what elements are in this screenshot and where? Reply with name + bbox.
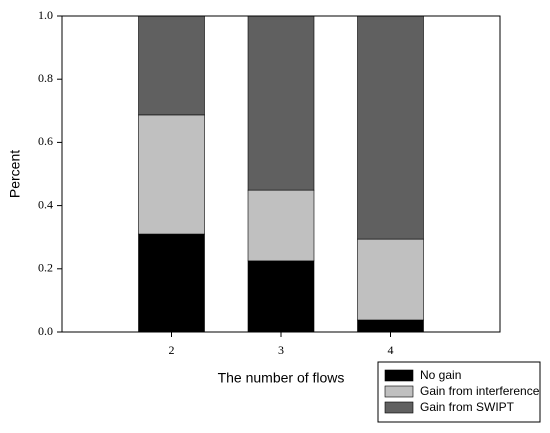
bar-segment <box>357 238 424 321</box>
y-tick-label: 0.4 <box>38 197 53 211</box>
legend-label: Gain from SWIPT <box>420 400 515 414</box>
legend-label: No gain <box>420 368 461 382</box>
bar-segment <box>138 114 205 235</box>
bar-segment <box>247 189 315 262</box>
x-tick-label: 3 <box>278 343 284 357</box>
legend-swatch <box>384 369 414 382</box>
y-tick-label: 0.2 <box>38 261 53 275</box>
bar-segment <box>138 15 205 116</box>
bar-segment <box>138 233 205 333</box>
bar-segment <box>357 319 424 333</box>
y-tick-label: 1.0 <box>38 8 53 22</box>
legend-swatch <box>384 401 414 414</box>
y-tick-label: 0.0 <box>38 324 53 338</box>
y-tick-label: 0.6 <box>38 134 53 148</box>
bar-segment <box>357 15 424 240</box>
x-axis-title: The number of flows <box>218 370 345 386</box>
x-tick-label: 4 <box>388 343 394 357</box>
y-axis-title: Percent <box>7 150 23 198</box>
bar-segment <box>247 15 315 191</box>
x-tick-label: 2 <box>169 343 175 357</box>
bar-segment <box>247 260 315 333</box>
legend-label: Gain from interference <box>420 384 540 398</box>
plot-frame <box>61 15 501 333</box>
legend-swatch <box>384 385 414 398</box>
y-tick-label: 0.8 <box>38 71 53 85</box>
